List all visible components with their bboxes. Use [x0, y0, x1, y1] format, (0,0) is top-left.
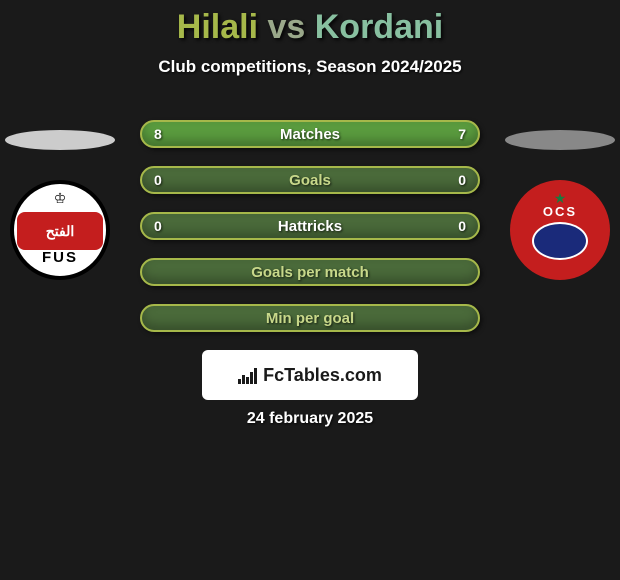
stat-label: Hattricks	[278, 218, 342, 235]
player1-name: Hilali	[177, 8, 258, 46]
stat-label: Matches	[280, 126, 340, 143]
brand-chart-icon	[238, 366, 257, 384]
team-left-block: ♔ الفتح FUS	[0, 130, 120, 330]
disc-right	[505, 130, 615, 150]
stat-bar: 0 Goals 0	[140, 166, 480, 194]
crown-icon: ♔	[54, 190, 67, 207]
brand-label: FcTables.com	[263, 365, 382, 386]
stat-value-left: 0	[154, 172, 162, 188]
disc-left	[5, 130, 115, 150]
ball-icon	[532, 222, 588, 260]
club-logo-right: ★ OCS	[510, 180, 610, 280]
fus-tag: FUS	[42, 249, 78, 266]
fus-band: الفتح	[17, 212, 103, 250]
stat-value-left: 8	[154, 126, 162, 142]
team-right-block: ★ OCS	[500, 130, 620, 330]
stat-value-right: 0	[458, 172, 466, 188]
stat-bar: Goals per match	[140, 258, 480, 286]
stat-label: Min per goal	[266, 310, 354, 327]
stat-value-right: 0	[458, 218, 466, 234]
stat-bar: Min per goal	[140, 304, 480, 332]
stat-bars: 8 Matches 7 0 Goals 0 0 Hattricks 0 Goals per mat…	[140, 120, 480, 350]
club-logo-left: ♔ الفتح FUS	[10, 180, 110, 280]
stat-label: Goals per match	[251, 264, 369, 281]
brand-box: FcTables.com	[202, 350, 418, 400]
stat-bar: 8 Matches 7	[140, 120, 480, 148]
vs-text: vs	[267, 8, 314, 46]
stat-value-left: 0	[154, 218, 162, 234]
date-label: 24 february 2025	[0, 410, 620, 428]
stat-value-right: 7	[458, 126, 466, 142]
ocs-tag: OCS	[543, 204, 577, 219]
page-title: Hilali vs Kordani	[0, 0, 620, 47]
subtitle: Club competitions, Season 2024/2025	[0, 57, 620, 77]
player2-name: Kordani	[315, 8, 443, 46]
stat-label: Goals	[289, 172, 331, 189]
stat-bar: 0 Hattricks 0	[140, 212, 480, 240]
